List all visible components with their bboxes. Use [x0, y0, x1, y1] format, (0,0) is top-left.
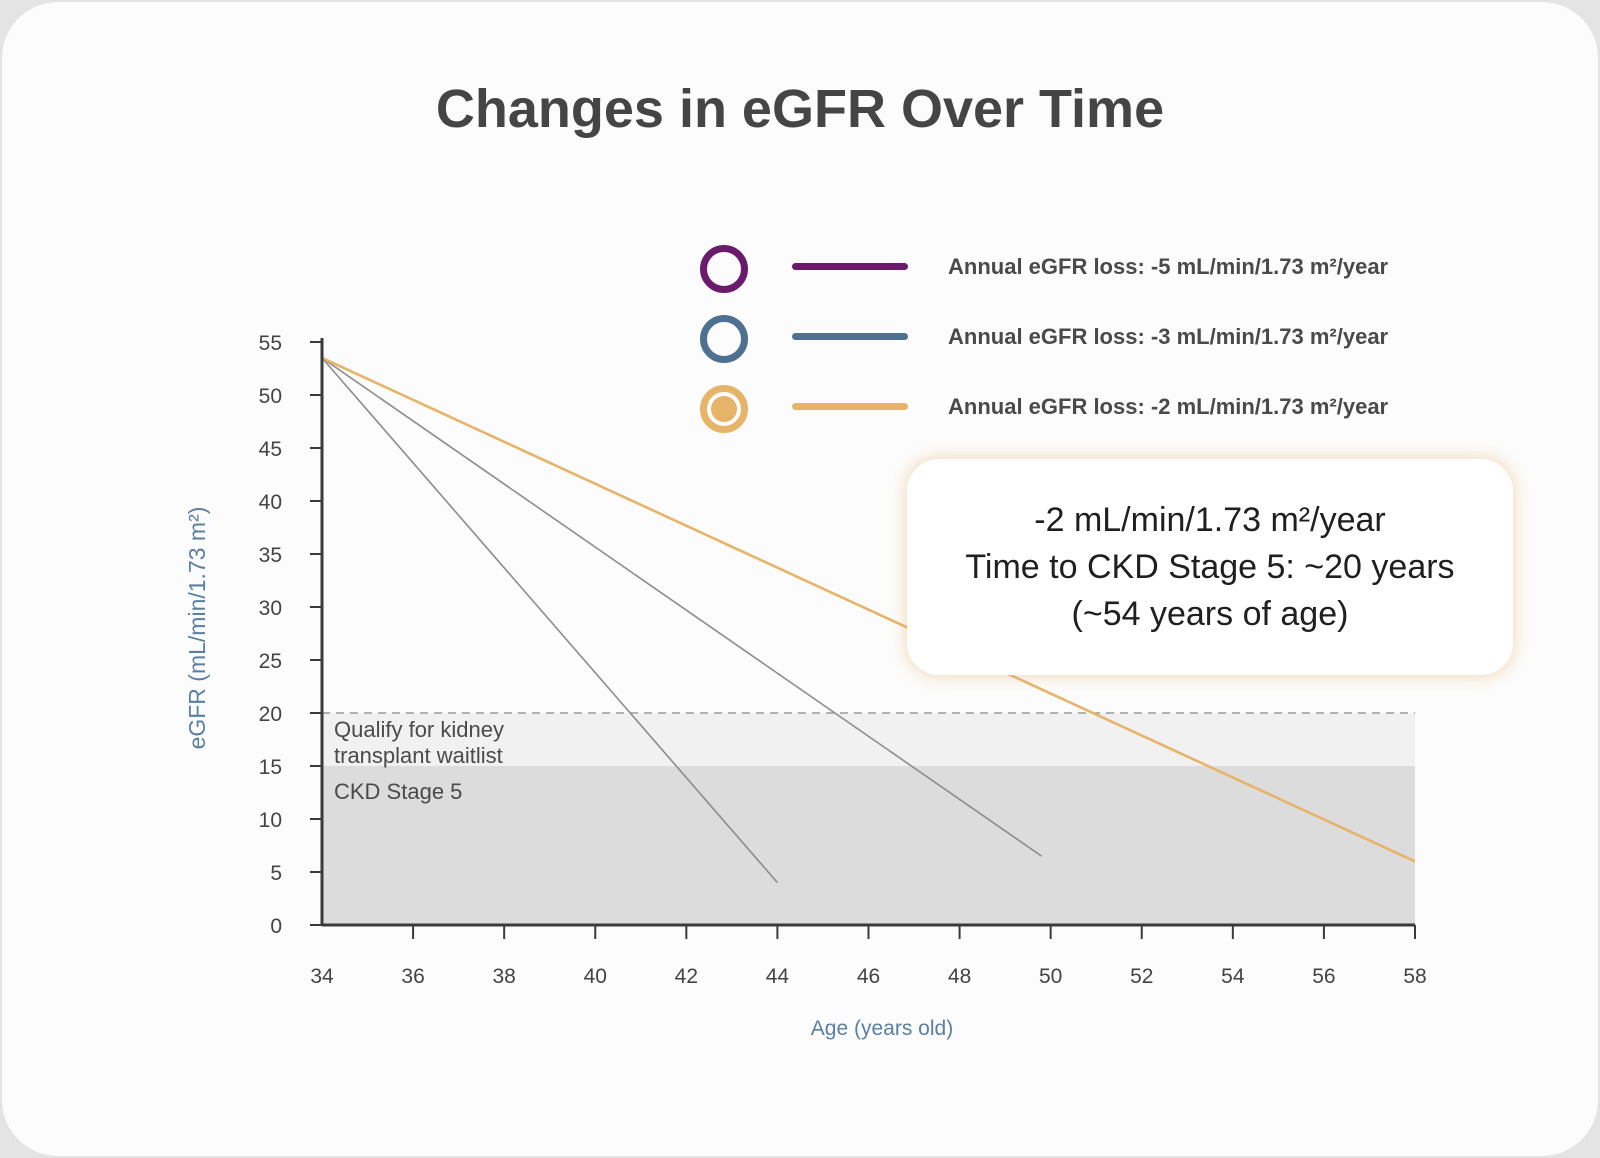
- x-tick-label: 46: [857, 965, 880, 988]
- x-tick-label: 40: [584, 965, 607, 988]
- x-tick-label: 34: [310, 965, 334, 988]
- y-tick-label: 20: [259, 703, 282, 726]
- x-tick-label: 42: [675, 965, 698, 988]
- y-tick-label: 15: [259, 756, 282, 779]
- y-tick-label: 30: [259, 597, 282, 620]
- filled-circle-icon: [700, 385, 748, 433]
- x-tick-label: 54: [1221, 965, 1245, 988]
- y-tick-label: 5: [270, 862, 282, 885]
- x-tick-label: 38: [492, 965, 515, 988]
- band-label-waitlist: transplant waitlist: [334, 743, 503, 768]
- y-tick-label: 40: [259, 491, 282, 514]
- circle-icon: [700, 245, 748, 293]
- band-label-ckd-stage5: CKD Stage 5: [334, 779, 462, 804]
- y-tick-label: 0: [270, 915, 282, 938]
- x-tick-label: 48: [948, 965, 971, 988]
- legend-line-swatch: [792, 403, 908, 410]
- series-line: [321, 357, 779, 884]
- x-tick-label: 58: [1403, 965, 1426, 988]
- x-tick-label: 52: [1130, 965, 1153, 988]
- y-tick-label: 50: [259, 385, 282, 408]
- x-tick-label: 50: [1039, 965, 1062, 988]
- waitlist-band: [322, 713, 1415, 766]
- ckd-stage5-band: [322, 766, 1415, 925]
- callout-time-to-stage5: Time to CKD Stage 5: ~20 years: [965, 547, 1455, 586]
- legend-item-loss-3: Annual eGFR loss: -3 mL/min/1.73 m²/year: [700, 312, 1460, 368]
- legend-line-swatch: [792, 263, 908, 270]
- y-tick-label: 55: [259, 332, 282, 355]
- band-label-waitlist: Qualify for kidney: [334, 717, 504, 742]
- circle-icon: [700, 315, 748, 363]
- series-line: [321, 357, 1043, 857]
- y-tick-label: 25: [259, 650, 282, 673]
- chart-title: Changes in eGFR Over Time: [435, 79, 1165, 139]
- x-tick-label: 56: [1312, 965, 1335, 988]
- legend-label: Annual eGFR loss: -3 mL/min/1.73 m²/year: [948, 324, 1389, 349]
- legend-label: Annual eGFR loss: -5 mL/min/1.73 m²/year: [948, 254, 1389, 279]
- y-axis-label: eGFR (mL/min/1.73 m²): [184, 507, 210, 750]
- y-tick-label: 35: [259, 544, 282, 567]
- callout-age: (~54 years of age): [1071, 594, 1349, 633]
- legend-label: Annual eGFR loss: -2 mL/min/1.73 m²/year: [948, 394, 1389, 419]
- x-axis-label: Age (years old): [811, 1017, 953, 1040]
- legend-line-swatch: [792, 333, 908, 340]
- x-tick-label: 36: [401, 965, 424, 988]
- legend-item-loss-2: Annual eGFR loss: -2 mL/min/1.73 m²/year: [700, 382, 1460, 438]
- y-tick-label: 45: [259, 438, 282, 461]
- x-tick-label: 44: [766, 965, 790, 988]
- callout-box: -2 mL/min/1.73 m²/year Time to CKD Stage…: [907, 459, 1513, 675]
- series-line: [321, 356, 1416, 863]
- y-tick-label: 10: [259, 809, 282, 832]
- legend-item-loss-5: Annual eGFR loss: -5 mL/min/1.73 m²/year: [700, 242, 1460, 298]
- callout-rate: -2 mL/min/1.73 m²/year: [1034, 500, 1386, 539]
